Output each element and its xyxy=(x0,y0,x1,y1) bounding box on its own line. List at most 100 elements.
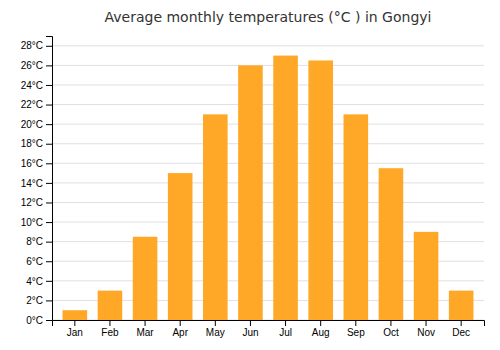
x-tick: Jan xyxy=(67,320,83,338)
x-tick-label: Jun xyxy=(242,327,258,338)
x-tick-mark xyxy=(320,320,321,326)
y-tick-mark xyxy=(46,300,52,301)
bars xyxy=(63,56,474,320)
y-tick-label: 26°C xyxy=(21,60,43,71)
x-tick-mark xyxy=(285,320,286,326)
y-tick-label: 4°C xyxy=(26,276,43,287)
grid-line xyxy=(52,65,484,66)
grid-line xyxy=(52,124,484,125)
x-tick-mark xyxy=(390,320,391,326)
y-tick: 12°C xyxy=(21,197,52,208)
x-tick-label: Oct xyxy=(383,327,399,338)
grid-line xyxy=(52,104,484,105)
grid-line xyxy=(52,163,484,164)
grid xyxy=(52,46,484,320)
x-tick: Jun xyxy=(242,320,258,338)
x-tick: May xyxy=(206,320,225,338)
x-tick-mark xyxy=(215,320,216,326)
x-tick-label: Aug xyxy=(312,327,330,338)
y-tick-mark xyxy=(46,65,52,66)
grid-line xyxy=(52,143,484,144)
y-tick-label: 24°C xyxy=(21,80,43,91)
y-tick: 22°C xyxy=(21,99,52,110)
x-tick-label: Feb xyxy=(101,327,119,338)
y-tick: 28°C xyxy=(21,40,52,51)
y-tick-label: 10°C xyxy=(21,217,43,228)
bar xyxy=(414,232,439,320)
plot-area: 0°C 2°C 4°C 6°C 8°C 10°C 12°C 14°C 16°C 18°C 20°C 2… xyxy=(21,37,485,339)
y-tick-mark xyxy=(46,144,52,145)
y-tick-mark xyxy=(46,281,52,282)
bar xyxy=(168,173,193,320)
x-tick: Feb xyxy=(101,320,119,338)
x-tick: Aug xyxy=(312,320,330,338)
y-tick-label: 14°C xyxy=(21,178,43,189)
y-tick: 18°C xyxy=(21,138,52,149)
y-tick-mark xyxy=(46,85,52,86)
x-tick: Apr xyxy=(172,320,188,338)
y-tick: 2°C xyxy=(26,295,52,306)
x-tick-mark xyxy=(461,320,462,326)
y-tick-mark xyxy=(46,124,52,125)
y-tick: 6°C xyxy=(26,256,52,267)
x-tick: Nov xyxy=(417,320,435,338)
y-tick-mark xyxy=(46,46,52,47)
x-tick-mark xyxy=(145,320,146,326)
y-tick-label: 6°C xyxy=(26,256,43,267)
y-tick: 20°C xyxy=(21,119,52,130)
x-tick: Jul xyxy=(279,320,292,338)
chart-svg: 0°C 2°C 4°C 6°C 8°C 10°C 12°C 14°C 16°C 18°C 20°C 2… xyxy=(0,0,500,350)
x-tick-label: Nov xyxy=(417,327,435,338)
bar xyxy=(238,65,263,320)
y-tick: 24°C xyxy=(21,80,52,91)
x-tick-label: Apr xyxy=(172,327,188,338)
y-tick-mark xyxy=(46,261,52,262)
y-tick: 10°C xyxy=(21,217,52,228)
bar xyxy=(273,56,298,320)
y-axis-line xyxy=(46,37,53,321)
x-tick-mark xyxy=(74,320,75,326)
y-tick-label: 18°C xyxy=(21,138,43,149)
title: Average monthly temperatures (°C ) in Go… xyxy=(105,9,432,25)
x-tick-mark xyxy=(355,320,356,326)
grid-line xyxy=(52,182,484,183)
y-tick: 26°C xyxy=(21,60,52,71)
x-tick: Oct xyxy=(383,320,399,338)
bar xyxy=(63,310,88,320)
x-tick: Mar xyxy=(136,320,154,338)
y-tick-label: 22°C xyxy=(21,99,43,110)
y-tick-mark xyxy=(46,183,52,184)
grid-line xyxy=(52,222,484,223)
y-tick-label: 12°C xyxy=(21,197,43,208)
y-tick: 0°C xyxy=(26,315,52,326)
grid-line xyxy=(52,84,484,85)
y-tick-label: 20°C xyxy=(21,119,43,130)
x-tick-mark xyxy=(250,320,251,326)
y-tick-mark xyxy=(46,242,52,243)
y-tick-mark xyxy=(46,222,52,223)
bar xyxy=(344,114,369,320)
x-tick-label: Jan xyxy=(67,327,83,338)
x-tick-label: Sep xyxy=(347,327,365,338)
y-tick-label: 28°C xyxy=(21,40,43,51)
x-tick-label: Mar xyxy=(136,327,154,338)
y-tick-label: 16°C xyxy=(21,158,43,169)
y-tick: 16°C xyxy=(21,158,52,169)
y-tick-label: 8°C xyxy=(26,236,43,247)
y-tick-label: 2°C xyxy=(26,295,43,306)
x-tick-mark xyxy=(426,320,427,326)
grid-line xyxy=(52,202,484,203)
grid-line xyxy=(52,45,484,46)
y-tick-mark xyxy=(46,163,52,164)
y-tick-label: 0°C xyxy=(26,315,43,326)
y-tick: 14°C xyxy=(21,178,52,189)
y-tick-mark xyxy=(46,320,52,321)
chart-container: 0°C 2°C 4°C 6°C 8°C 10°C 12°C 14°C 16°C 18°C 20°C 2… xyxy=(0,0,500,350)
x-tick: Sep xyxy=(347,320,365,338)
x-tick-label: May xyxy=(206,327,225,338)
x-axis: JanFebMarAprMayJunJulAugSepOctNovDec xyxy=(53,320,485,338)
bar xyxy=(203,114,228,320)
bar xyxy=(133,237,158,320)
y-tick: 8°C xyxy=(26,236,52,247)
bar xyxy=(379,168,404,320)
